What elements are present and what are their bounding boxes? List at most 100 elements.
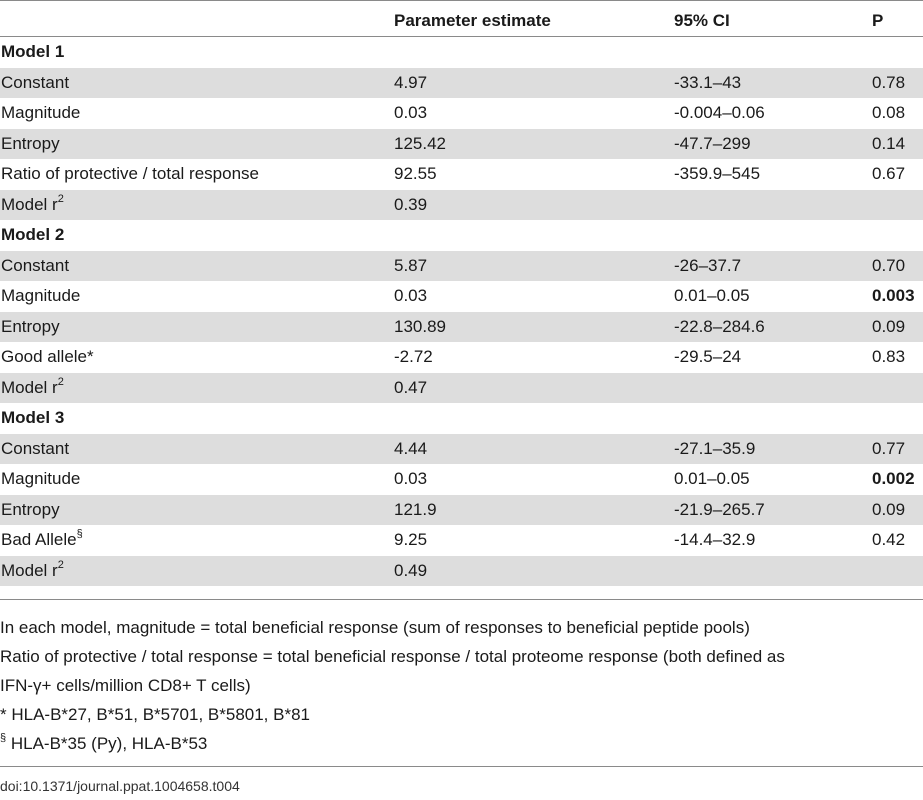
footnote-text: * HLA-B*27, B*51, B*5701, B*5801, B*81 [0,705,310,724]
estimate-cell: 4.44 [393,433,673,464]
ci-cell: -47.7–299 [673,128,871,159]
section-label: Model 1 [1,42,65,61]
estimate-cell: 0.47 [393,372,673,403]
table-row: Magnitude 0.03 -0.004–0.06 0.08 [0,98,923,129]
ci-cell: -22.8–284.6 [673,311,871,342]
estimate-cell: 0.49 [393,555,673,586]
doi-text: doi:10.1371/journal.ppat.1004658.t004 [0,778,240,794]
table-bottom-rule [0,599,923,600]
header-estimate: Parameter estimate [394,11,551,30]
ci-cell: 0.01–0.05 [674,469,750,488]
estimate-cell: 92.55 [394,164,437,183]
footnote-line: Ratio of protective / total response = t… [0,642,923,671]
param-label: Model r [1,377,58,397]
param-cell: Entropy [0,128,393,159]
p-cell: 0.14 [871,128,923,159]
table-row: Bad Allele§ 9.25 -14.4–32.9 0.42 [0,525,923,556]
param-label: Entropy [1,316,60,336]
table-row: Constant 4.97 -33.1–43 0.78 [0,67,923,98]
param-cell: Constant [0,67,393,98]
param-label: Magnitude [1,103,81,122]
param-cell: Model r2 [0,189,393,220]
ci-cell: -26–37.7 [673,250,871,281]
param-cell: Model r2 [0,372,393,403]
p-cell: 0.78 [871,67,923,98]
param-cell: Entropy [0,494,393,525]
table-row: Magnitude 0.03 0.01–0.05 0.003 [0,281,923,312]
p-cell: 0.09 [871,311,923,342]
estimate-cell: 5.87 [393,250,673,281]
footnote-line: IFN-γ+ cells/million CD8+ T cells) [0,671,923,700]
ci-cell [673,555,871,586]
table-row: Entropy 121.9 -21.9–265.7 0.09 [0,494,923,525]
param-label: Constant [1,438,70,458]
table-row: Good allele* -2.72 -29.5–24 0.83 [0,342,923,373]
table-row: Magnitude 0.03 0.01–0.05 0.002 [0,464,923,495]
footnote-line: In each model, magnitude = total benefic… [0,613,923,642]
footnote-line: § HLA-B*35 (Py), HLA-B*53 [0,729,923,758]
p-cell [871,555,923,586]
table-row: Ratio of protective / total response 92.5… [0,159,923,190]
param-label: Magnitude [1,469,81,488]
table-row: Constant 5.87 -26–37.7 0.70 [0,250,923,281]
doi-rule [0,766,923,767]
param-superscript: 2 [57,375,64,388]
ci-cell: -29.5–24 [674,347,742,366]
estimate-cell: 4.97 [393,67,673,98]
table-row: Entropy 130.89 -22.8–284.6 0.09 [0,311,923,342]
p-cell: 0.77 [871,433,923,464]
header-ci: 95% CI [674,11,730,30]
section-label: Model 2 [1,225,65,244]
param-label: Bad Allele [1,530,77,549]
param-cell: Ratio of protective / total response [0,159,393,190]
param-cell: Model r2 [0,555,393,586]
estimate-cell: 0.03 [394,469,428,488]
header-param [0,6,393,37]
footnote-text: In each model, magnitude = total benefic… [0,618,750,637]
estimate-cell: 121.9 [393,494,673,525]
estimate-cell: 125.42 [393,128,673,159]
table-row: Model r2 0.47 [0,372,923,403]
param-label: Model r [1,194,58,214]
ci-cell [673,189,871,220]
param-superscript: 2 [57,558,64,571]
header-p: P [872,11,884,30]
ci-cell: -0.004–0.06 [674,103,765,122]
table-row: Constant 4.44 -27.1–35.9 0.77 [0,433,923,464]
estimate-cell: 0.03 [394,286,428,305]
p-cell: 0.003 [872,286,915,305]
p-cell: 0.83 [872,347,906,366]
ci-cell: -359.9–545 [674,164,761,183]
footnote-text: HLA-B*35 (Py), HLA-B*53 [6,734,208,753]
top-rule [0,0,923,1]
ci-cell: -27.1–35.9 [673,433,871,464]
section-row: Model 1 [0,37,923,68]
param-superscript: 2 [57,192,64,205]
p-cell: 0.42 [872,530,906,549]
header-row: Parameter estimate 95% CI P [0,6,923,37]
estimate-cell: 9.25 [394,530,428,549]
param-label: Magnitude [1,286,81,305]
param-cell: Bad Allele§ [0,525,393,556]
param-cell: Constant [0,250,393,281]
estimate-cell: 0.39 [393,189,673,220]
p-cell: 0.67 [872,164,906,183]
section-row: Model 2 [0,220,923,251]
table-row: Model r2 0.39 [0,189,923,220]
p-cell: 0.09 [871,494,923,525]
estimate-cell: 130.89 [393,311,673,342]
footnote-text: IFN-γ+ cells/million CD8+ T cells) [0,676,251,695]
footnote-marker: § [0,732,7,745]
param-superscript: § [76,528,83,541]
param-label: Model r [1,560,58,580]
ci-cell: 0.01–0.05 [674,286,750,305]
param-label: Ratio of protective / total response [1,164,259,183]
footnote-line: * HLA-B*27, B*51, B*5701, B*5801, B*81 [0,700,923,729]
p-cell: 0.70 [871,250,923,281]
param-cell: Entropy [0,311,393,342]
table-row: Entropy 125.42 -47.7–299 0.14 [0,128,923,159]
estimate-cell: 0.03 [394,103,428,122]
p-cell: 0.002 [872,469,915,488]
table-row: Model r2 0.49 [0,555,923,586]
ci-cell [673,372,871,403]
